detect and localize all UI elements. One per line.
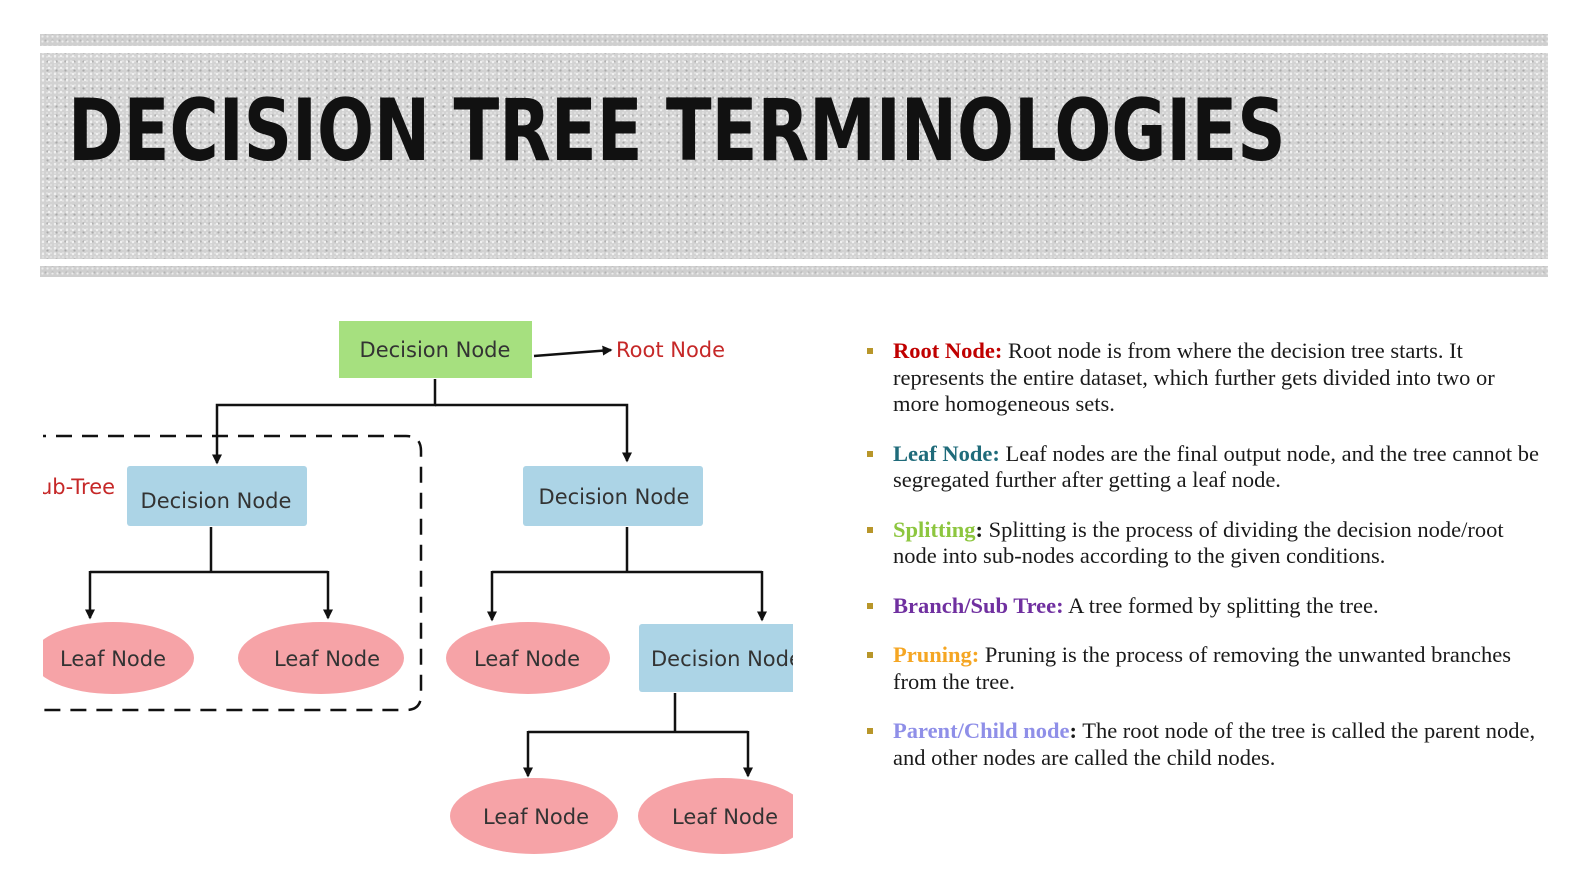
term-colon: : — [1056, 592, 1064, 618]
term-description: Root node is from where the decision tre… — [893, 338, 1495, 416]
term-description: Splitting is the process of dividing the… — [893, 516, 1504, 569]
root-node-callout: Root Node — [616, 338, 725, 362]
lower-decision-edges — [528, 693, 748, 734]
term-colon: : — [994, 338, 1003, 363]
term-colon: : — [971, 642, 980, 667]
term-branch-sub-tree: Branch/Sub Tree: A tree formed by splitt… — [864, 593, 1544, 620]
root-decision-node-label: Decision Node — [360, 338, 511, 362]
decision-tree-diagram: Decision Node Root Node ub-Tree Decision… — [39, 321, 800, 854]
bullet — [867, 652, 873, 658]
leaf-node-e — [638, 778, 793, 854]
term-leaf-node: Leaf Node: Leaf nodes are the final outp… — [864, 441, 1544, 494]
root-edge-right — [435, 403, 632, 463]
bullet — [867, 348, 873, 354]
left-decision-node-label: Decision Node — [141, 489, 292, 513]
lower-decision-node-label: Decision Node — [651, 647, 800, 671]
term-colon: : — [975, 516, 984, 542]
title-banner — [40, 53, 1548, 259]
term-name: Leaf Node — [893, 440, 993, 466]
banner-bottom-strip — [40, 266, 1548, 277]
slide-title: DECISION TREE TERMINOLOGIES — [68, 81, 1286, 181]
right-decision-edges — [492, 527, 762, 574]
term-description: A tree formed by splitting the tree. — [1068, 592, 1379, 618]
root-callout-arrow — [533, 345, 613, 358]
right-decision-node — [523, 466, 703, 526]
left-decision-edges — [90, 527, 328, 574]
term-name: Pruning — [893, 642, 972, 667]
bullet — [867, 728, 873, 734]
subtree-label: ub-Tree — [39, 475, 115, 499]
leaf-node-c-label: Leaf Node — [474, 647, 580, 671]
banner-top-strip — [40, 34, 1548, 46]
term-parent-child-node: Parent/Child node: The root node of the … — [864, 718, 1544, 771]
term-name: Parent/Child node — [893, 718, 1070, 743]
bullet — [867, 450, 873, 457]
term-splitting: Splitting: Splitting is the process of d… — [864, 517, 1544, 570]
term-root-node: Root Node: Root node is from where the d… — [864, 338, 1544, 418]
leaf-node-a-label: Leaf Node — [60, 647, 166, 671]
right-decision-node-label: Decision Node — [539, 485, 690, 509]
terminology-list: Root Node: Root node is from where the d… — [864, 338, 1544, 794]
term-name: Root Node — [893, 338, 995, 363]
term-description: Pruning is the process of removing the u… — [893, 642, 1512, 694]
root-edge-left — [212, 379, 437, 465]
root-decision-node — [339, 321, 532, 378]
subtree-boundary — [43, 434, 423, 712]
lower-decision-node — [639, 624, 793, 692]
leaf-node-b-label: Leaf Node — [274, 647, 380, 671]
leaf-node-a — [43, 622, 194, 694]
term-pruning: Pruning: Pruning is the process of remov… — [864, 642, 1544, 695]
term-description: Leaf nodes are the final output node, an… — [893, 440, 1540, 493]
leaf-node-d-label: Leaf Node — [483, 805, 589, 829]
bullet — [867, 526, 873, 533]
term-description: The root node of the tree is called the … — [893, 718, 1536, 770]
leaf-node-e-label: Leaf Node — [672, 805, 778, 829]
term-colon: : — [1069, 718, 1077, 743]
term-name: Branch/Sub Tree — [893, 592, 1057, 618]
left-decision-node — [127, 466, 307, 526]
leaf-node-c — [446, 622, 610, 694]
bullet — [867, 602, 873, 609]
leaf-node-d — [450, 778, 618, 854]
term-name: Splitting — [893, 516, 976, 542]
term-colon: : — [992, 440, 1000, 466]
leaf-node-b — [238, 622, 404, 694]
